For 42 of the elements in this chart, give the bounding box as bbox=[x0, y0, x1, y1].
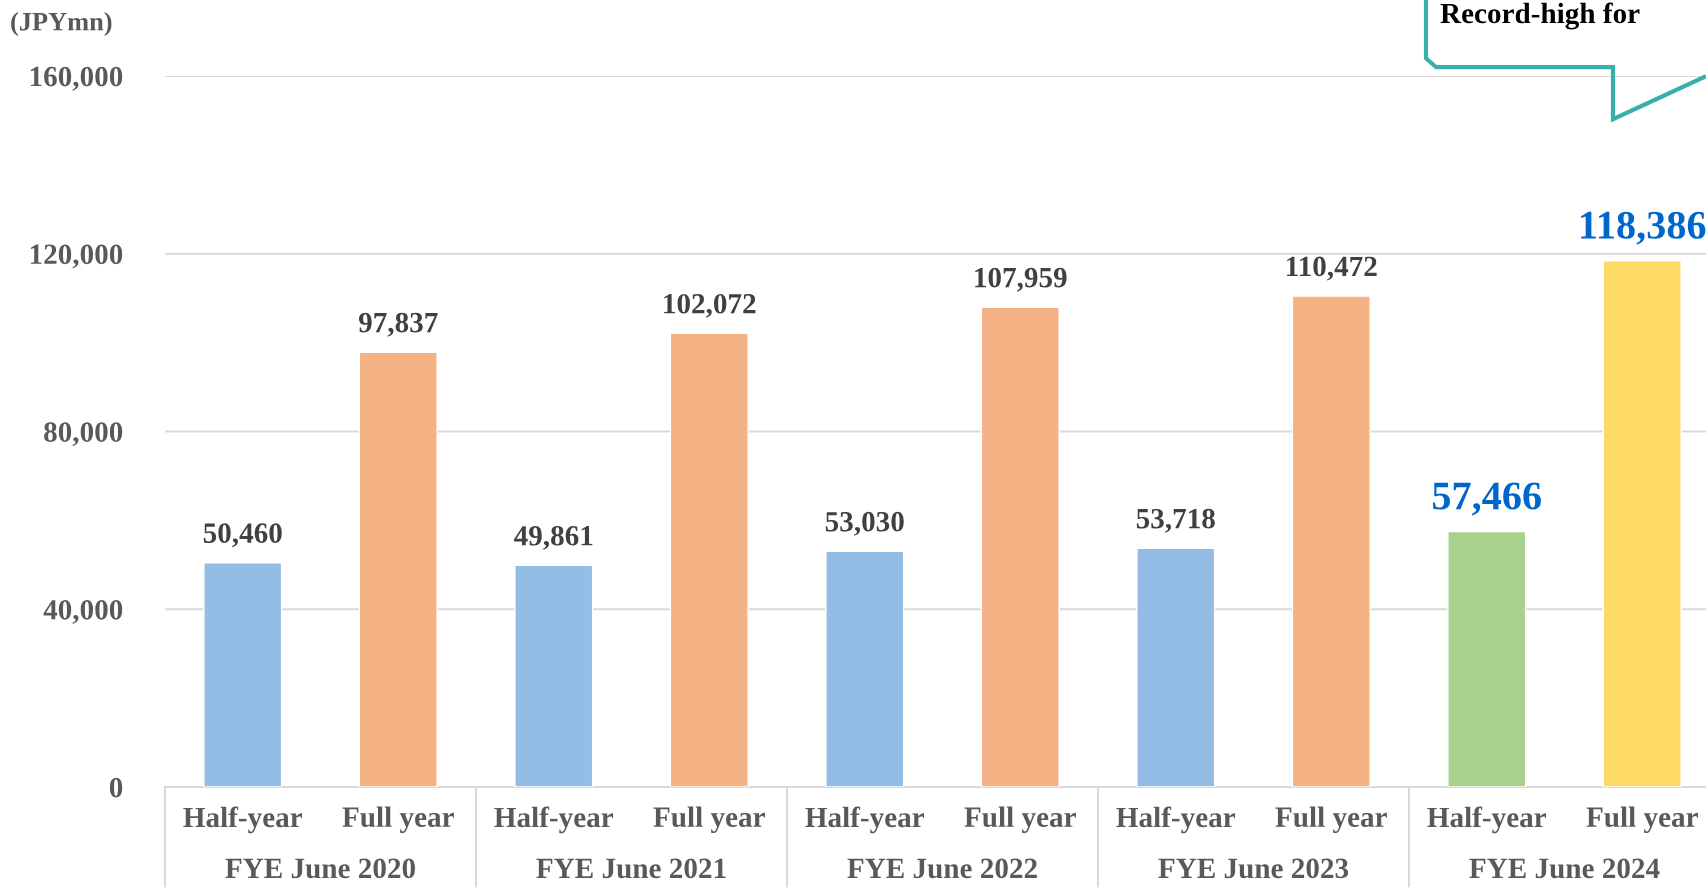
bar bbox=[1291, 295, 1371, 787]
data-label: 97,837 bbox=[358, 312, 438, 337]
x-tick-label: Full year bbox=[964, 806, 1076, 833]
x-tick-label: Half-year bbox=[805, 806, 925, 834]
x-tick-label: Full year bbox=[342, 806, 454, 833]
bar bbox=[825, 550, 905, 787]
x-tick-label: Full year bbox=[1275, 806, 1387, 833]
data-label: 53,718 bbox=[1136, 508, 1215, 533]
data-label: 49,861 bbox=[514, 525, 593, 550]
text: FYE June 2022 bbox=[847, 858, 1037, 879]
y-tick-label: 0 bbox=[109, 777, 123, 798]
bar bbox=[980, 306, 1060, 787]
bar bbox=[203, 562, 283, 787]
data-label: 118,386 bbox=[1581, 211, 1706, 245]
data-label: 57,466 bbox=[1432, 482, 1541, 516]
data-label: 53,030 bbox=[825, 511, 904, 536]
text: FYE June 2020 bbox=[225, 858, 415, 879]
x-tick-label: Full year bbox=[1586, 806, 1698, 833]
y-tick-label: 160,000 bbox=[30, 66, 123, 91]
data-label: 107,959 bbox=[975, 267, 1067, 292]
y-tick-label: 80,000 bbox=[44, 422, 123, 447]
bar bbox=[1447, 530, 1527, 787]
text: FYE June 2021 bbox=[536, 858, 726, 879]
y-tick-label: 120,000 bbox=[30, 244, 123, 269]
x-tick-label: Half-year bbox=[1116, 806, 1236, 834]
text: FYE June 2024 bbox=[1469, 858, 1660, 879]
y-axis-title: (JPYmn) bbox=[11, 12, 112, 36]
text: FYE June 2023 bbox=[1158, 858, 1349, 879]
y-tick-label: 40,000 bbox=[43, 599, 123, 624]
data-label: 102,072 bbox=[664, 293, 756, 318]
data-label: 110,472 bbox=[1286, 256, 1377, 281]
bar bbox=[514, 564, 594, 787]
text: Record-high for bbox=[1440, 2, 1640, 30]
bar bbox=[358, 351, 438, 787]
x-tick-label: Half-year bbox=[183, 806, 303, 834]
data-label: 50,460 bbox=[203, 523, 282, 548]
bar bbox=[1136, 547, 1216, 787]
x-tick-label: Half-year bbox=[1427, 806, 1547, 834]
x-tick-label: Half-year bbox=[494, 806, 614, 834]
bar bbox=[1602, 260, 1682, 787]
x-tick-label: Full year bbox=[653, 806, 765, 833]
bar bbox=[669, 332, 749, 787]
